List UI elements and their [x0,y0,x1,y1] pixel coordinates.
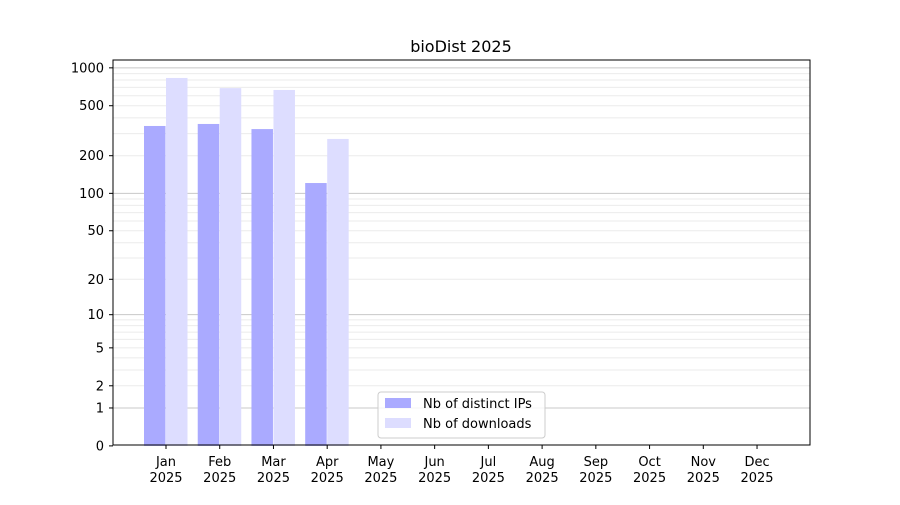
x-tick-label-month: Apr [316,455,339,470]
x-tick-label-year: 2025 [418,471,451,486]
x-tick-label-month: Feb [208,455,231,470]
x-tick-label-year: 2025 [687,471,720,486]
chart-title: bioDist 2025 [410,37,512,56]
x-tick-label-year: 2025 [526,471,559,486]
x-tick-label-year: 2025 [311,471,344,486]
legend-swatch [385,418,411,428]
x-tick-label-year: 2025 [257,471,290,486]
x-tick-label-year: 2025 [633,471,666,486]
x-tick-label-year: 2025 [149,471,182,486]
x-tick-label-month: Aug [529,455,554,470]
x-tick-label-month: May [367,455,394,470]
x-tick-label-year: 2025 [740,471,773,486]
y-tick-label: 2 [96,379,104,394]
y-tick-label: 100 [79,187,104,202]
x-tick-label-month: Sep [584,455,609,470]
y-tick-label: 50 [87,224,104,239]
y-tick-label: 200 [79,149,104,164]
y-tick-label: 20 [87,273,104,288]
x-tick-label-month: Jan [155,455,176,470]
x-tick-label-month: Jun [423,455,444,470]
bar-downloads [327,138,349,446]
y-tick-label: 1 [96,401,104,416]
x-tick-label-month: Jul [480,455,497,470]
legend: Nb of distinct IPs Nb of downloads [377,391,546,439]
x-tick-label-month: Nov [691,455,717,470]
bar-downloads [219,88,242,446]
x-tick-label-month: Oct [638,455,660,470]
plot-frame [112,59,811,446]
legend-swatch [385,398,411,408]
legend-box [377,391,546,439]
bar-distinct-ips [197,123,220,446]
y-tick-label: 5 [96,341,104,356]
x-tick-label-year: 2025 [203,471,236,486]
y-tick-label: 10 [87,308,104,323]
y-tick-label: 0 [96,439,104,454]
x-tick-label-year: 2025 [364,471,397,486]
bar-distinct-ips [305,183,327,446]
x-tick-label-year: 2025 [472,471,505,486]
x-tick-label-month: Mar [261,455,286,470]
y-tick-label: 1000 [71,61,104,76]
y-tick-label: 500 [79,99,104,114]
x-tick-label-year: 2025 [579,471,612,486]
bar-downloads [273,89,295,446]
bar-distinct-ips [251,129,273,446]
bar-distinct-ips [144,125,166,446]
legend-label: Nb of distinct IPs [423,397,532,412]
legend-label: Nb of downloads [423,417,532,432]
bar-downloads [166,77,188,446]
x-tick-label-month: Dec [744,455,769,470]
